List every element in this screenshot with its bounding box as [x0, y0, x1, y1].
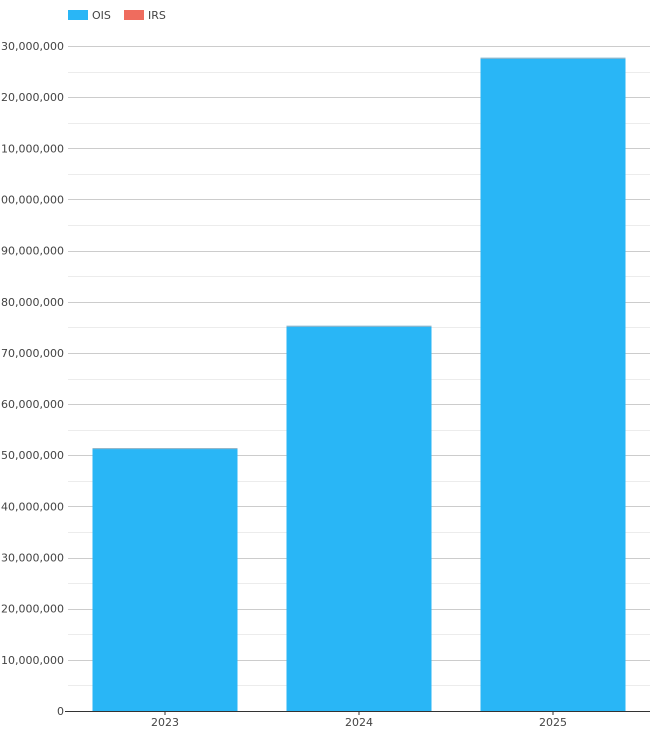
y-tick-label: 10,000,000 — [1, 654, 64, 667]
y-tick-label: 130,000,000 — [0, 40, 64, 53]
bar-ois-2024[interactable] — [286, 325, 432, 711]
x-tick-label: 2024 — [345, 716, 373, 729]
y-tick-label: 60,000,000 — [1, 398, 64, 411]
y-tick-label: 100,000,000 — [0, 193, 64, 206]
y-tick-label: 70,000,000 — [1, 347, 64, 360]
y-tick-label: 40,000,000 — [1, 500, 64, 513]
legend[interactable]: OIS IRS — [68, 9, 166, 22]
bar-ois-2023[interactable] — [92, 448, 238, 711]
legend-swatch — [124, 10, 144, 20]
legend-item-irs[interactable]: IRS — [124, 9, 166, 22]
bars-group — [92, 57, 626, 712]
x-tick-label: 2025 — [539, 716, 567, 729]
y-tick-label: 20,000,000 — [1, 603, 64, 616]
x-tick-label: 2023 — [151, 716, 179, 729]
y-tick-label: 50,000,000 — [1, 449, 64, 462]
y-tick-label: 110,000,000 — [0, 142, 64, 155]
y-tick-label: 0 — [57, 705, 64, 718]
legend-label: OIS — [92, 9, 111, 22]
y-tick-label: 120,000,000 — [0, 91, 64, 104]
axes: 0 10,000,000 20,000,000 30,000,000 40,000,00… — [0, 40, 650, 729]
y-tick-label: 90,000,000 — [1, 245, 64, 258]
bar-ois-2025[interactable] — [480, 57, 626, 712]
y-tick-label: 80,000,000 — [1, 296, 64, 309]
legend-label: IRS — [148, 9, 166, 22]
y-tick-label: 30,000,000 — [1, 552, 64, 565]
legend-item-ois[interactable]: OIS — [68, 9, 111, 22]
legend-swatch — [68, 10, 88, 20]
